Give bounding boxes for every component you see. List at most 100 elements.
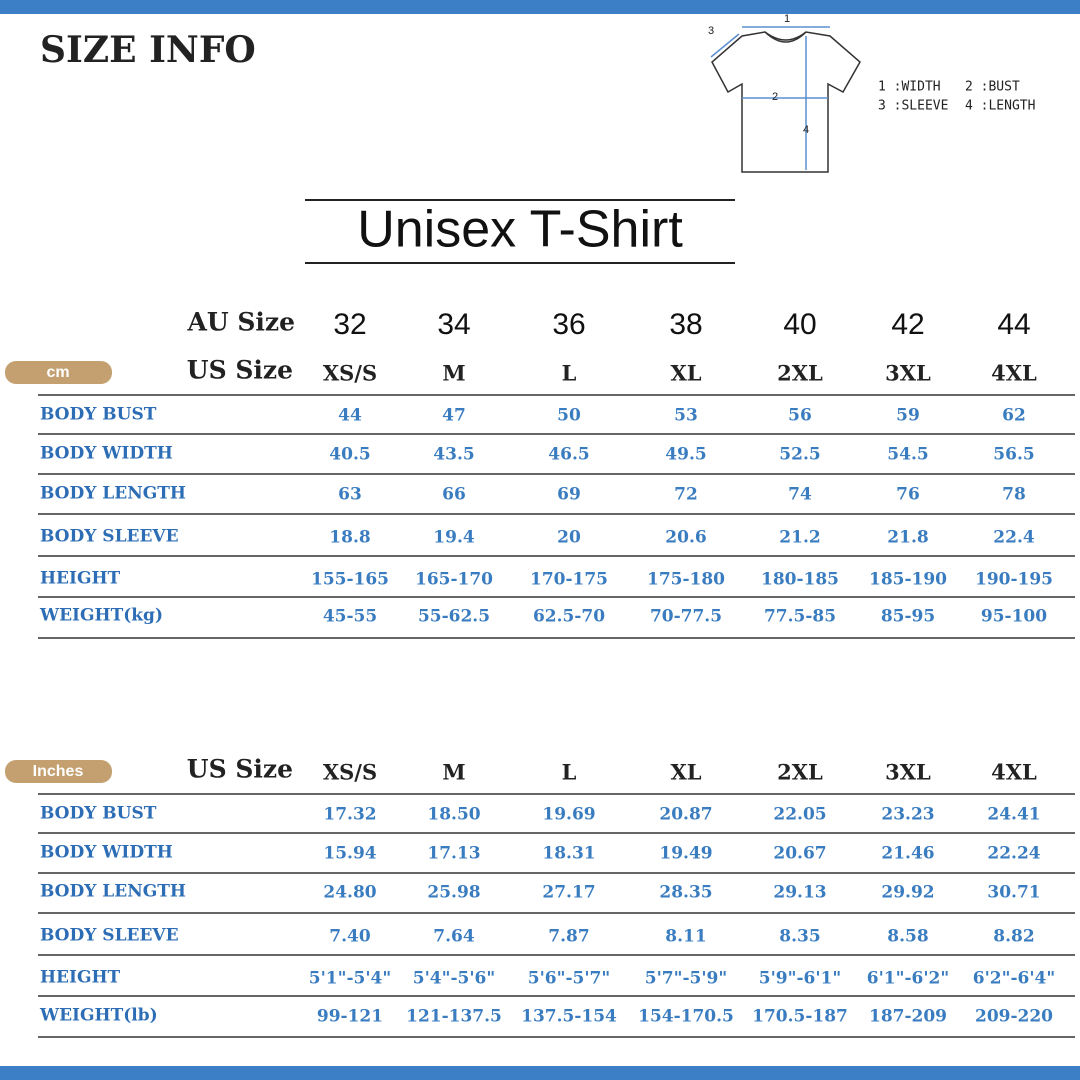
row-label: BODY SLEEVE (40, 527, 179, 547)
cell: 76 (896, 485, 920, 505)
row-label: HEIGHT (40, 968, 121, 988)
cell: 56.5 (993, 445, 1034, 465)
cell: 137.5-154 (521, 1007, 617, 1027)
cell: 59 (896, 406, 920, 426)
row-label: BODY SLEEVE (40, 926, 179, 946)
us-size: 2XL (777, 760, 823, 785)
cell: 22.24 (987, 844, 1040, 864)
marker: 3 (708, 25, 714, 37)
marker: 2 (772, 91, 778, 103)
us-size: 2XL (777, 361, 823, 386)
subtitle: Unisex T-Shirt (357, 201, 683, 259)
cell: 7.64 (433, 927, 475, 947)
cell: 7.87 (548, 927, 589, 947)
cell: 5'7"-5'9" (645, 969, 728, 989)
cell: 78 (1002, 485, 1026, 505)
legend-item: 2 :BUST (965, 80, 1020, 95)
cell: 44 (338, 406, 362, 426)
cell: 77.5-85 (764, 607, 836, 627)
marker: 4 (803, 124, 809, 136)
top-bar (0, 0, 1080, 14)
cell: 18.31 (542, 844, 595, 864)
cell: 21.46 (881, 844, 934, 864)
cell: 49.5 (665, 445, 706, 465)
cell: 95-100 (981, 607, 1047, 627)
us-size: L (562, 760, 577, 785)
row-label: BODY BUST (40, 405, 157, 425)
us-size: 3XL (885, 760, 931, 785)
au-size: 34 (437, 308, 470, 341)
cell: 54.5 (887, 445, 928, 465)
sleeve-arrow (710, 33, 740, 58)
cell: 165-170 (415, 570, 493, 590)
unit-badge (5, 361, 112, 384)
us-size: XS/S (323, 361, 377, 386)
cell: 53 (674, 406, 698, 426)
us-size: 4XL (991, 361, 1037, 386)
us-size: XS/S (323, 760, 377, 785)
unit-badge (5, 760, 112, 783)
unit-badge-label: Inches (33, 763, 84, 780)
cell: 175-180 (647, 570, 725, 590)
cell: 85-95 (881, 607, 935, 627)
cell: 70-77.5 (650, 607, 722, 627)
cell: 56 (788, 406, 812, 426)
au-size: 36 (552, 308, 585, 341)
us-size: 4XL (991, 760, 1037, 785)
cell: 45-55 (323, 607, 377, 627)
cell: 154-170.5 (638, 1007, 734, 1027)
au-size: 44 (997, 308, 1030, 341)
cell: 190-195 (975, 570, 1053, 590)
title: SIZE INFO (40, 29, 256, 71)
cell: 17.32 (323, 805, 376, 825)
cell: 5'1"-5'4" (309, 969, 392, 989)
cell: 18.50 (427, 805, 480, 825)
row-label: HEIGHT (40, 569, 121, 589)
cell: 23.23 (881, 805, 934, 825)
cell: 5'6"-5'7" (528, 969, 611, 989)
legend-item: 4 :LENGTH (965, 99, 1035, 114)
us-size-label: US Size (187, 755, 293, 784)
cell: 20 (557, 528, 581, 548)
cell: 21.2 (779, 528, 820, 548)
cell: 8.82 (993, 927, 1034, 947)
cell: 22.4 (993, 528, 1035, 548)
cell: 99-121 (317, 1007, 383, 1027)
unit-badge-label: cm (46, 364, 69, 381)
cell: 20.87 (659, 805, 712, 825)
cell: 15.94 (323, 844, 376, 864)
cell: 21.8 (887, 528, 928, 548)
row-label: BODY WIDTH (40, 444, 173, 464)
au-size: 42 (891, 308, 924, 341)
au-size: 40 (783, 308, 816, 341)
cell: 55-62.5 (418, 607, 490, 627)
cell: 155-165 (311, 570, 389, 590)
cell: 24.80 (323, 883, 376, 903)
cell: 187-209 (869, 1007, 947, 1027)
au-size-label: AU Size (186, 308, 295, 337)
tshirt-outline (711, 31, 861, 173)
cell: 121-137.5 (406, 1007, 502, 1027)
cell: 28.35 (659, 883, 712, 903)
us-size: 3XL (885, 361, 931, 386)
bottom-bar (0, 1066, 1080, 1080)
tshirt-collar (764, 31, 807, 43)
cell: 29.92 (881, 883, 934, 903)
cell: 17.13 (427, 844, 480, 864)
cell: 8.58 (887, 927, 928, 947)
cell: 43.5 (433, 445, 474, 465)
cell: 22.05 (773, 805, 826, 825)
au-size: 38 (669, 308, 702, 341)
cell: 170.5-187 (752, 1007, 848, 1027)
row-label: BODY BUST (40, 804, 157, 824)
cell: 50 (557, 406, 581, 426)
row-label: WEIGHT(lb) (39, 1006, 158, 1026)
au-size: 32 (333, 308, 366, 341)
cell: 5'9"-6'1" (759, 969, 842, 989)
cell: 24.41 (987, 805, 1040, 825)
us-size: M (442, 361, 465, 386)
cell: 66 (442, 485, 466, 505)
cell: 69 (557, 485, 581, 505)
cell: 29.13 (773, 883, 826, 903)
